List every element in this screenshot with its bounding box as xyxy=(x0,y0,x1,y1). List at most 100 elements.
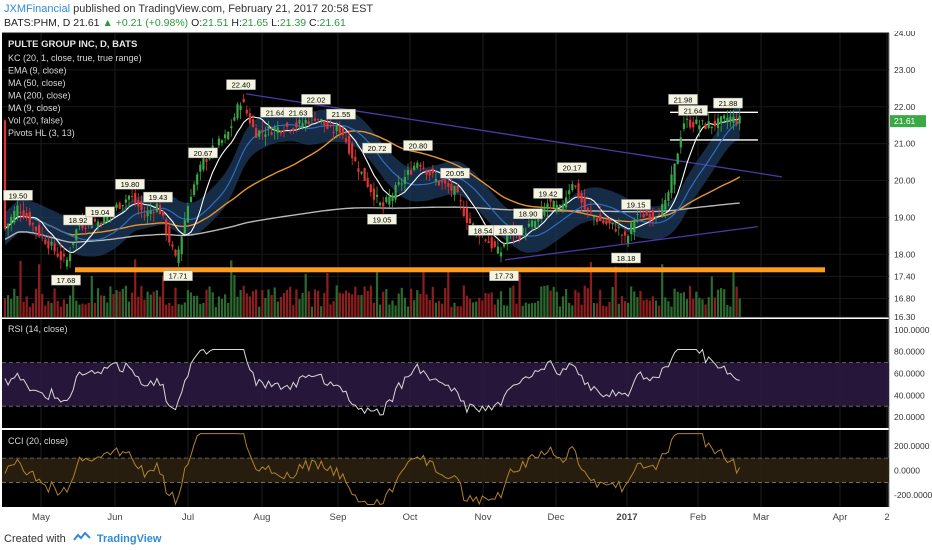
candle-body xyxy=(38,224,41,236)
volume-bar xyxy=(391,300,394,317)
pivot-label: 20.80 xyxy=(409,141,428,150)
price-chart[interactable]: May Jun Jul Aug Sep Oct Nov Dec 2017 Feb Mar Apr 2 24… xyxy=(0,31,932,530)
cci-label: CCI (20, close) xyxy=(8,436,68,446)
volume-bar xyxy=(171,305,174,317)
volume-bar xyxy=(416,290,419,317)
candle-body xyxy=(667,192,670,201)
candle-body xyxy=(496,246,499,254)
candle-body xyxy=(670,174,673,193)
pivot-label-box xyxy=(403,140,433,151)
volume-bar xyxy=(363,286,366,317)
volume-bar xyxy=(121,288,124,317)
volume-bar xyxy=(103,295,106,317)
candle-body xyxy=(388,196,391,205)
volume-bar xyxy=(245,293,248,317)
volume-bar xyxy=(558,306,561,317)
volume-bar xyxy=(196,295,199,317)
candle-body xyxy=(605,220,608,224)
footer: Created with TradingView xyxy=(4,531,161,547)
author-link[interactable]: JXMFinancial xyxy=(4,3,71,15)
volume-bar xyxy=(310,306,313,317)
volume-bar xyxy=(62,299,65,317)
pivot-label-box xyxy=(367,214,397,225)
candle-body xyxy=(459,200,462,202)
candle-body xyxy=(428,169,431,176)
candle-body xyxy=(298,120,301,124)
tradingview-logo-icon xyxy=(73,531,91,547)
volume-bar xyxy=(394,305,397,317)
volume-bar xyxy=(723,289,726,317)
candle-body xyxy=(289,130,292,132)
candle-body xyxy=(155,203,158,212)
candle-body xyxy=(251,118,255,127)
candle-body xyxy=(360,171,363,174)
candle-body xyxy=(25,212,28,219)
volume-bar xyxy=(168,302,171,317)
volume-bar xyxy=(630,286,633,317)
pivot-label: 22.40 xyxy=(232,81,251,90)
candle-body xyxy=(704,123,707,129)
volume-bar xyxy=(670,306,673,317)
pivot-label-box xyxy=(611,252,641,264)
candle-body xyxy=(332,131,335,133)
volume-bar xyxy=(580,304,583,317)
pivot-label-box xyxy=(489,270,519,281)
volume-bar xyxy=(537,300,540,317)
candle-body xyxy=(348,135,351,154)
volume-bar xyxy=(527,303,530,317)
price-tick-label: 18.00 xyxy=(894,249,916,259)
published-text: published on TradingView.com, February 2… xyxy=(73,3,374,15)
volume-bar xyxy=(506,305,509,317)
low-value: 21.39 xyxy=(279,17,307,29)
candle-body xyxy=(499,252,503,257)
cci-tick-label: 0.0000 xyxy=(894,465,920,475)
volume-bar xyxy=(453,302,456,317)
candle-body xyxy=(65,259,69,267)
volume-bar xyxy=(53,288,56,317)
volume-bar xyxy=(487,293,490,317)
volume-bar xyxy=(397,293,400,317)
pivot-label-box xyxy=(283,107,313,118)
tradingview-link[interactable]: TradingView xyxy=(96,533,162,545)
volume-bar xyxy=(320,306,323,317)
candle-body xyxy=(692,121,695,128)
candle-body xyxy=(273,127,276,131)
volume-bar xyxy=(50,303,53,317)
volume-bar xyxy=(465,295,468,317)
candle-body xyxy=(434,178,437,181)
candle-body xyxy=(100,223,103,225)
candle-body xyxy=(369,184,372,192)
volume-bar xyxy=(180,304,183,317)
candle-body xyxy=(723,115,726,119)
volume-bar xyxy=(78,304,81,317)
pivot-label-box xyxy=(188,147,218,159)
candle-body xyxy=(375,194,379,197)
resistance-trendline xyxy=(245,93,783,178)
volume-bar xyxy=(146,291,149,317)
candle-body xyxy=(456,186,459,193)
volume-bar xyxy=(444,287,447,317)
volume-bar xyxy=(689,285,692,317)
candle-body xyxy=(732,116,735,123)
candle-body xyxy=(177,249,180,264)
volume-bar xyxy=(199,304,202,317)
candle-body xyxy=(487,241,490,244)
volume-bar xyxy=(623,301,627,317)
pivot-label-box xyxy=(668,94,698,105)
volume-bar xyxy=(720,288,723,317)
volume-bar xyxy=(155,290,158,317)
candle-body xyxy=(59,251,62,261)
last-price-tag-label: 21.61 xyxy=(894,116,916,126)
candle-body xyxy=(341,127,344,136)
volume-bar xyxy=(586,288,589,317)
candle-body xyxy=(338,126,341,133)
candle-body xyxy=(152,212,155,214)
volume-bar xyxy=(25,296,28,317)
indicator-label: MA (200, close) xyxy=(8,91,71,101)
candle-body xyxy=(589,209,592,213)
candle-body xyxy=(50,242,53,246)
volume-bar xyxy=(388,304,391,317)
candle-body xyxy=(462,207,465,217)
candle-body xyxy=(41,234,44,236)
indicator-label: MA (50, close) xyxy=(8,78,66,88)
